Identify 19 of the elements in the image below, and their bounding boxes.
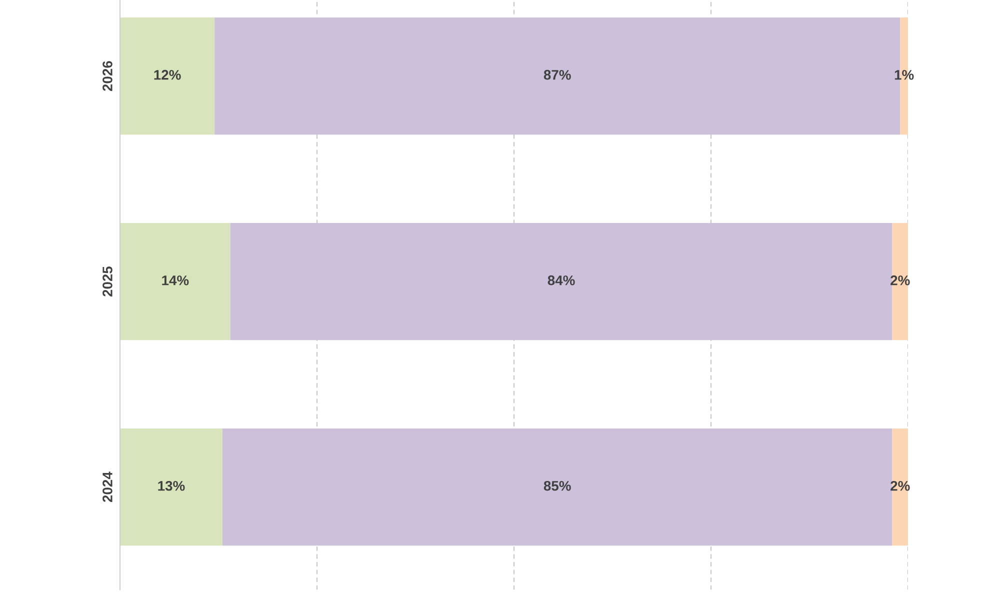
data-label: 87%: [544, 70, 571, 80]
data-label: 12%: [154, 70, 181, 80]
data-label: 85%: [544, 480, 571, 491]
bar: [120, 17, 215, 135]
bar: [230, 222, 892, 340]
bar: [120, 428, 222, 546]
data-label: 84%: [548, 275, 575, 286]
y-tick-label: 2025: [102, 266, 112, 297]
bar: [892, 428, 908, 546]
data-label: 14%: [162, 275, 189, 286]
bar: [222, 428, 892, 546]
data-label: 2%: [890, 480, 910, 491]
data-label: 1%: [894, 70, 914, 80]
y-tick-label: 2024: [102, 472, 112, 502]
bar: [892, 222, 908, 340]
data-label: 13%: [158, 480, 185, 491]
y-tick-label: 2026: [102, 61, 112, 91]
data-label: 2%: [890, 275, 910, 286]
bar: [120, 222, 230, 340]
